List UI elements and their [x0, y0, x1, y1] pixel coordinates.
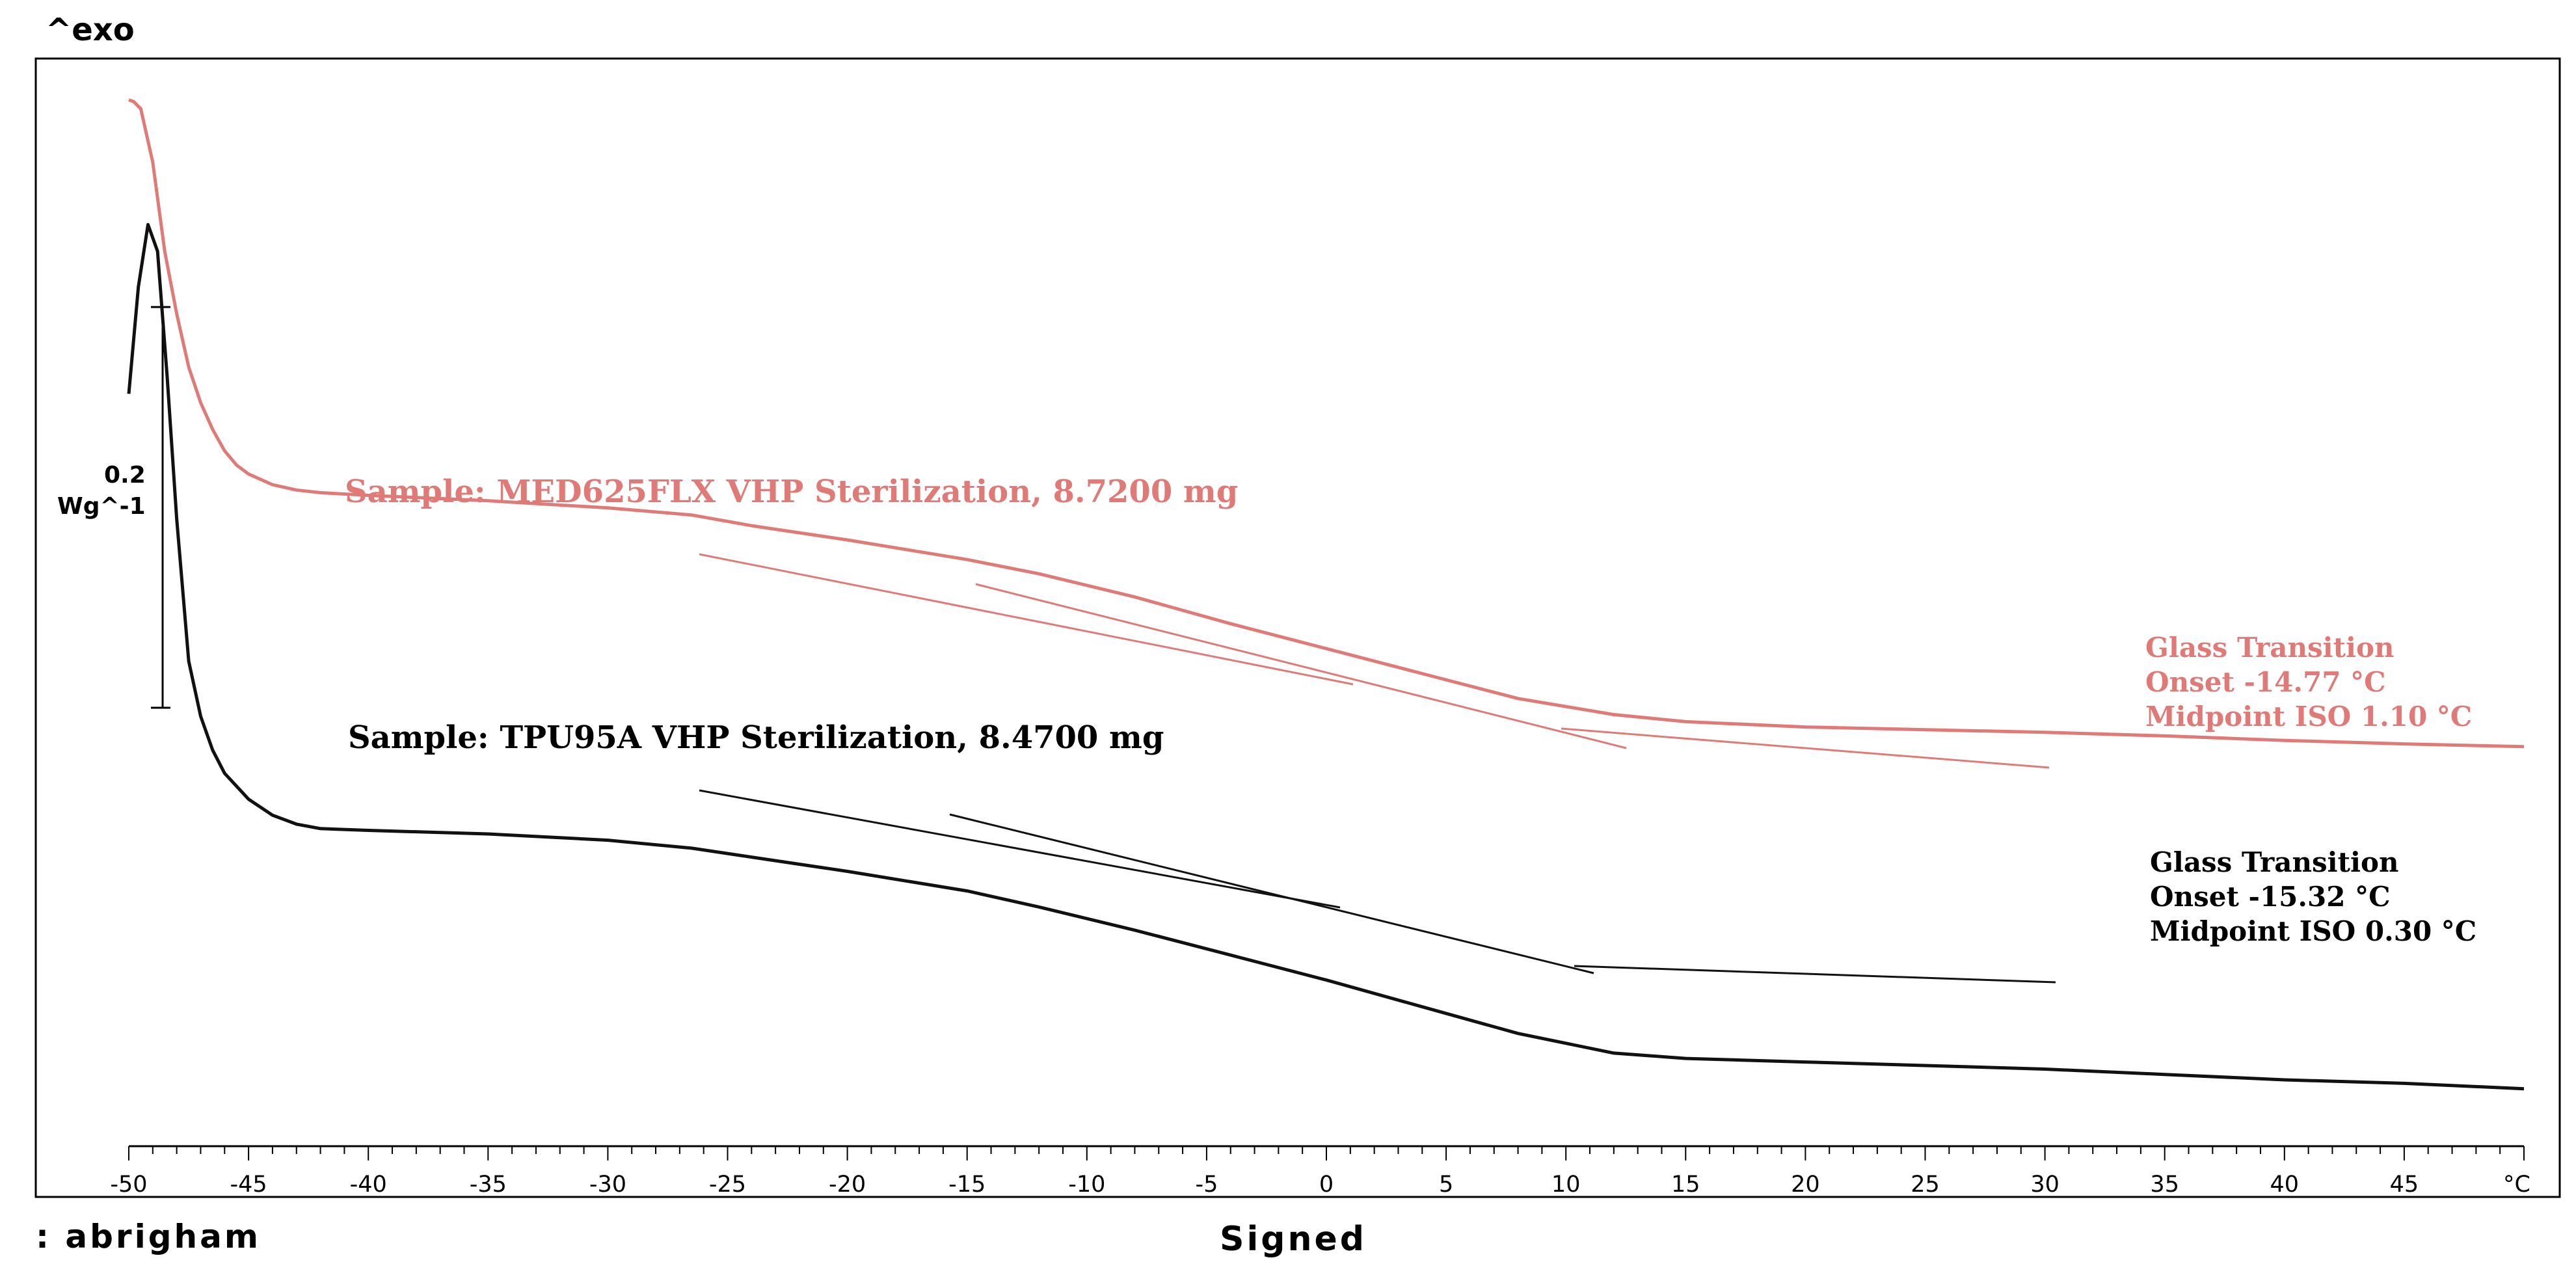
gt-annotation-black: Glass Transition Onset -15.32 °C Midpoin… — [2150, 846, 2476, 947]
x-tick-label: -30 — [589, 1172, 626, 1198]
x-tick-label: 30 — [2030, 1172, 2059, 1198]
gt-red-midpoint: Midpoint ISO 1.10 °C — [2145, 701, 2472, 732]
x-tick-label: -20 — [829, 1172, 866, 1198]
exo-label: ^exo — [46, 12, 135, 48]
x-axis-unit: °C — [2503, 1172, 2530, 1198]
gt-black-onset: Onset -15.32 °C — [2150, 881, 2391, 913]
sample-label-med625flx: Sample: MED625FLX VHP Sterilization, 8.7… — [345, 474, 1238, 510]
tangent-red-3 — [1561, 727, 2050, 769]
gt-red-onset: Onset -14.77 °C — [2145, 666, 2386, 698]
gt-red-title: Glass Transition — [2145, 632, 2395, 664]
tangent-red-1 — [699, 553, 1354, 686]
x-ticks: -50 -45 -40 -35 -30 -25 -20 -15 -10 -5 0 5 10 15 20 25 3… — [110, 1146, 2525, 1198]
x-tick-label: 25 — [1911, 1172, 1940, 1198]
scale-bar: 0.2 Wg^-1 — [57, 306, 170, 709]
x-tick-label: -45 — [230, 1172, 267, 1198]
tangent-lines — [699, 553, 2056, 984]
x-tick-label: -10 — [1068, 1172, 1105, 1198]
tangent-black-2 — [949, 813, 1594, 974]
x-tick-label: 0 — [1319, 1172, 1334, 1198]
x-tick-label: 5 — [1439, 1172, 1453, 1198]
signed-label: Signed — [1220, 1220, 1367, 1259]
x-tick-label: 45 — [2390, 1172, 2419, 1198]
x-tick-label: -50 — [110, 1172, 147, 1198]
x-tick-label: -15 — [948, 1172, 986, 1198]
tangent-red-2 — [975, 583, 1627, 749]
series-tpu95a-curve — [127, 222, 2525, 1091]
plot-frame — [34, 57, 2561, 1198]
sample-label-tpu95a: Sample: TPU95A VHP Sterilization, 8.4700… — [348, 719, 1164, 756]
gt-black-midpoint: Midpoint ISO 0.30 °C — [2150, 915, 2476, 947]
tangent-black-3 — [1574, 965, 2056, 984]
scale-bar-unit: Wg^-1 — [57, 493, 146, 520]
series-med625flx-curve — [128, 98, 2525, 749]
x-tick-label: 15 — [1671, 1172, 1700, 1198]
user-label: : abrigham — [36, 1218, 261, 1255]
x-tick-label: -35 — [470, 1172, 507, 1198]
x-tick-label: 35 — [2150, 1172, 2179, 1198]
x-tick-label: -40 — [350, 1172, 387, 1198]
x-tick-label: 40 — [2270, 1172, 2300, 1198]
gt-annotation-red: Glass Transition Onset -14.77 °C Midpoin… — [2145, 632, 2472, 732]
x-tick-label: -5 — [1195, 1172, 1218, 1198]
scale-bar-value: 0.2 — [104, 462, 146, 489]
x-tick-label: 20 — [1791, 1172, 1820, 1198]
gt-black-title: Glass Transition — [2150, 846, 2399, 878]
x-tick-label: -25 — [709, 1172, 746, 1198]
x-axis: -50 -45 -40 -35 -30 -25 -20 -15 -10 -5 0 5 10 15 20 25 3… — [110, 1145, 2530, 1198]
tangent-black-1 — [699, 789, 1341, 909]
x-tick-label: 10 — [1551, 1172, 1581, 1198]
